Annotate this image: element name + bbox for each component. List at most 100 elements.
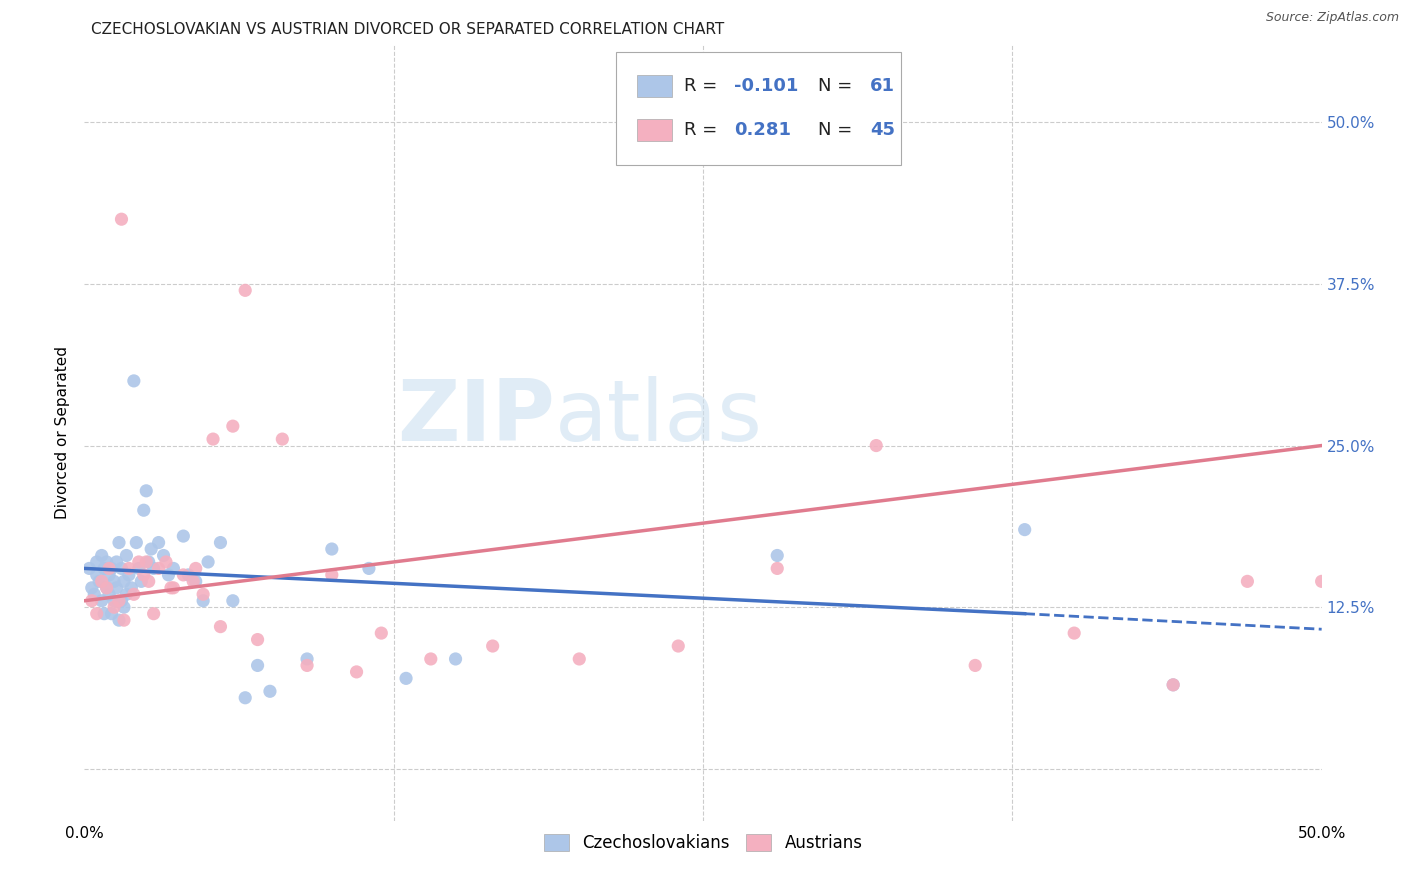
Point — [177, 568, 200, 582]
Point — [209, 620, 232, 634]
Text: ZIP: ZIP — [396, 376, 554, 458]
Point — [110, 561, 132, 575]
Point — [96, 581, 118, 595]
Point — [766, 549, 789, 563]
Text: N =: N = — [818, 121, 858, 139]
Point — [96, 581, 118, 595]
Point — [108, 535, 131, 549]
Point — [122, 587, 145, 601]
Point — [132, 568, 155, 582]
Point — [1161, 678, 1184, 692]
Point — [103, 574, 125, 589]
Point — [295, 658, 318, 673]
Point — [125, 535, 148, 549]
Y-axis label: Divorced or Separated: Divorced or Separated — [55, 346, 70, 519]
Point — [233, 284, 256, 298]
Point — [89, 574, 111, 589]
Point — [152, 549, 174, 563]
Point — [222, 594, 245, 608]
Point — [132, 503, 155, 517]
Text: CZECHOSLOVAKIAN VS AUSTRIAN DIVORCED OR SEPARATED CORRELATION CHART: CZECHOSLOVAKIAN VS AUSTRIAN DIVORCED OR … — [91, 22, 724, 37]
Point — [1236, 574, 1258, 589]
Point — [90, 549, 112, 563]
Point — [246, 658, 269, 673]
Point — [90, 594, 112, 608]
Point — [138, 574, 160, 589]
Point — [83, 587, 105, 601]
Point — [184, 561, 207, 575]
Point — [197, 555, 219, 569]
Point — [112, 613, 135, 627]
Point — [96, 555, 118, 569]
Point — [93, 561, 115, 575]
Point — [184, 574, 207, 589]
Point — [105, 581, 128, 595]
Point — [79, 561, 101, 575]
Point — [98, 568, 121, 582]
Point — [865, 439, 887, 453]
Point — [142, 607, 165, 621]
Point — [80, 581, 103, 595]
Point — [1310, 574, 1333, 589]
Text: atlas: atlas — [554, 376, 762, 458]
Point — [128, 555, 150, 569]
Point — [103, 594, 125, 608]
Point — [148, 561, 170, 575]
Bar — [637, 120, 672, 141]
Point — [246, 632, 269, 647]
Point — [766, 561, 789, 575]
Point — [118, 568, 141, 582]
Point — [86, 568, 108, 582]
Point — [370, 626, 392, 640]
Point — [135, 483, 157, 498]
Point — [181, 574, 204, 589]
Point — [346, 665, 368, 679]
Text: Source: ZipAtlas.com: Source: ZipAtlas.com — [1265, 11, 1399, 24]
Point — [142, 561, 165, 575]
Point — [160, 581, 183, 595]
Point — [191, 587, 214, 601]
Text: R =: R = — [685, 77, 724, 95]
Text: -0.101: -0.101 — [734, 77, 799, 95]
Point — [209, 535, 232, 549]
Point — [172, 568, 194, 582]
Point — [271, 432, 294, 446]
Point — [965, 658, 987, 673]
Point — [110, 212, 132, 227]
Point — [86, 555, 108, 569]
Point — [120, 581, 142, 595]
Point — [86, 607, 108, 621]
Legend: Czechoslovakians, Austrians: Czechoslovakians, Austrians — [537, 828, 869, 859]
Point — [93, 607, 115, 621]
FancyBboxPatch shape — [616, 53, 901, 165]
Point — [357, 561, 380, 575]
Point — [141, 542, 163, 557]
Point — [568, 652, 591, 666]
Point — [103, 600, 125, 615]
Point — [80, 594, 103, 608]
Point — [321, 568, 343, 582]
Point — [157, 568, 180, 582]
Point — [115, 549, 138, 563]
Text: R =: R = — [685, 121, 724, 139]
Point — [321, 542, 343, 557]
Point — [419, 652, 441, 666]
Point — [108, 594, 131, 608]
Point — [666, 639, 689, 653]
Point — [118, 561, 141, 575]
Text: N =: N = — [818, 77, 858, 95]
Point — [233, 690, 256, 705]
Point — [395, 672, 418, 686]
Point — [115, 587, 138, 601]
Point — [172, 529, 194, 543]
Point — [90, 574, 112, 589]
Text: 45: 45 — [870, 121, 896, 139]
Point — [155, 555, 177, 569]
Point — [148, 535, 170, 549]
Point — [162, 561, 184, 575]
Point — [1161, 678, 1184, 692]
Point — [100, 561, 122, 575]
Point — [108, 613, 131, 627]
Point — [222, 419, 245, 434]
Point — [191, 594, 214, 608]
